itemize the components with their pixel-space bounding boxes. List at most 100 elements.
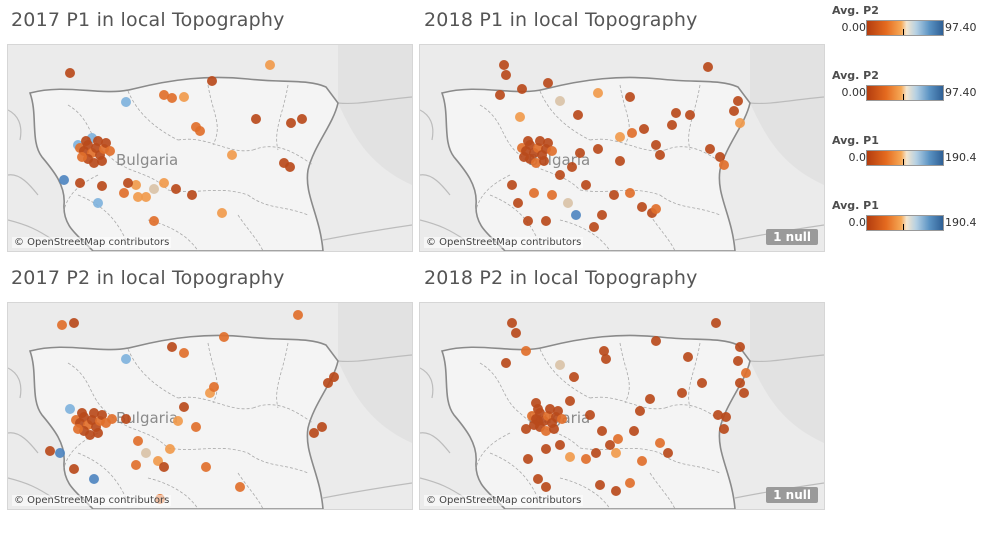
legend-min: 0.0 xyxy=(848,151,867,164)
station-marker xyxy=(171,184,181,194)
district-border xyxy=(127,90,179,141)
station-marker xyxy=(615,132,625,142)
station-marker xyxy=(121,354,131,364)
map-attribution[interactable]: © OpenStreetMap contributors xyxy=(12,237,172,248)
station-marker xyxy=(739,388,749,398)
station-marker xyxy=(517,84,527,94)
station-marker xyxy=(149,184,159,194)
station-marker xyxy=(597,426,607,436)
station-marker xyxy=(69,318,79,328)
station-marker xyxy=(541,216,551,226)
legend-title: Avg. P1 xyxy=(832,134,879,147)
district-border xyxy=(475,432,511,469)
station-marker xyxy=(501,70,511,80)
district-border xyxy=(67,104,109,156)
district-border xyxy=(559,477,611,509)
map-attribution[interactable]: © OpenStreetMap contributors xyxy=(424,237,584,248)
station-marker xyxy=(57,320,67,330)
station-marker xyxy=(543,138,553,148)
map-2018-p2[interactable]: Bulgaria © OpenStreetMap contributors 1 … xyxy=(419,302,825,510)
station-marker xyxy=(639,124,649,134)
station-marker xyxy=(705,144,715,154)
outer-border xyxy=(420,432,451,454)
station-marker xyxy=(677,388,687,398)
station-marker xyxy=(663,448,673,458)
legend-max: 190.4 xyxy=(945,216,977,229)
station-marker xyxy=(605,440,615,450)
outer-border xyxy=(749,96,824,105)
station-marker xyxy=(597,210,607,220)
station-marker xyxy=(593,88,603,98)
legend-avg-p1-b[interactable]: Avg. P1 0.0 190.4 xyxy=(832,199,977,231)
station-marker xyxy=(133,436,143,446)
station-marker xyxy=(541,426,551,436)
station-marker xyxy=(329,372,339,382)
station-marker xyxy=(575,148,585,158)
station-marker xyxy=(523,454,533,464)
map-2018-p1[interactable]: Bulgaria © OpenStreetMap contributors 1 … xyxy=(419,44,825,252)
map-attribution[interactable]: © OpenStreetMap contributors xyxy=(12,495,172,506)
map-2017-p2[interactable]: Bulgaria © OpenStreetMap contributors xyxy=(7,302,413,510)
outer-border xyxy=(420,109,434,141)
district-border xyxy=(177,138,254,152)
station-marker xyxy=(635,406,645,416)
station-marker xyxy=(97,410,107,420)
null-indicator[interactable]: 1 null xyxy=(766,487,818,503)
station-marker xyxy=(187,190,197,200)
station-marker xyxy=(655,150,665,160)
null-indicator[interactable]: 1 null xyxy=(766,229,818,245)
country-label: Bulgaria xyxy=(116,151,178,169)
station-marker xyxy=(609,190,619,200)
station-marker xyxy=(741,368,751,378)
station-marker xyxy=(573,110,583,120)
station-marker xyxy=(523,216,533,226)
color-ramp xyxy=(866,150,944,166)
station-marker xyxy=(683,352,693,362)
station-marker xyxy=(293,310,303,320)
station-marker xyxy=(251,114,261,124)
map-attribution[interactable]: © OpenStreetMap contributors xyxy=(424,495,584,506)
station-marker xyxy=(627,128,637,138)
color-ramp xyxy=(866,85,944,101)
station-marker xyxy=(547,146,557,156)
color-ramp xyxy=(866,20,944,36)
station-marker xyxy=(523,136,533,146)
station-marker xyxy=(167,93,177,103)
station-marker xyxy=(529,420,539,430)
station-marker xyxy=(179,402,189,412)
station-marker xyxy=(697,378,707,388)
station-marker xyxy=(219,332,229,342)
outer-border xyxy=(337,354,412,363)
district-border xyxy=(67,362,109,414)
map-canvas-2017-p2: Bulgaria xyxy=(8,303,412,509)
station-marker xyxy=(173,416,183,426)
map-canvas-2017-p1: Bulgaria xyxy=(8,45,412,251)
country-fill xyxy=(30,335,338,509)
legend-avg-p2-a[interactable]: Avg. P2 0.00 97.40 xyxy=(832,4,977,36)
station-marker xyxy=(217,208,227,218)
district-border xyxy=(589,138,666,152)
district-border xyxy=(252,146,314,166)
station-marker xyxy=(93,198,103,208)
district-border xyxy=(479,362,521,414)
country-label: Bulgaria xyxy=(116,409,178,427)
station-marker xyxy=(719,160,729,170)
station-marker xyxy=(593,144,603,154)
station-marker xyxy=(89,408,99,418)
legend-title: Avg. P1 xyxy=(832,199,879,212)
station-marker xyxy=(565,396,575,406)
station-marker xyxy=(209,382,219,392)
station-marker xyxy=(141,192,151,202)
panel-title-2017-p2: 2017 P2 in local Topography xyxy=(11,267,285,289)
station-marker xyxy=(521,424,531,434)
district-border xyxy=(63,174,99,211)
map-2017-p1[interactable]: Bulgaria © OpenStreetMap contributors xyxy=(7,44,413,252)
station-marker xyxy=(535,136,545,146)
legend-avg-p2-b[interactable]: Avg. P2 0.00 97.40 xyxy=(832,69,977,101)
district-border xyxy=(589,396,666,410)
district-border xyxy=(579,189,661,196)
station-marker xyxy=(557,414,567,424)
legend-avg-p1-a[interactable]: Avg. P1 0.0 190.4 xyxy=(832,134,977,166)
station-marker xyxy=(73,424,83,434)
outer-border xyxy=(749,354,824,363)
